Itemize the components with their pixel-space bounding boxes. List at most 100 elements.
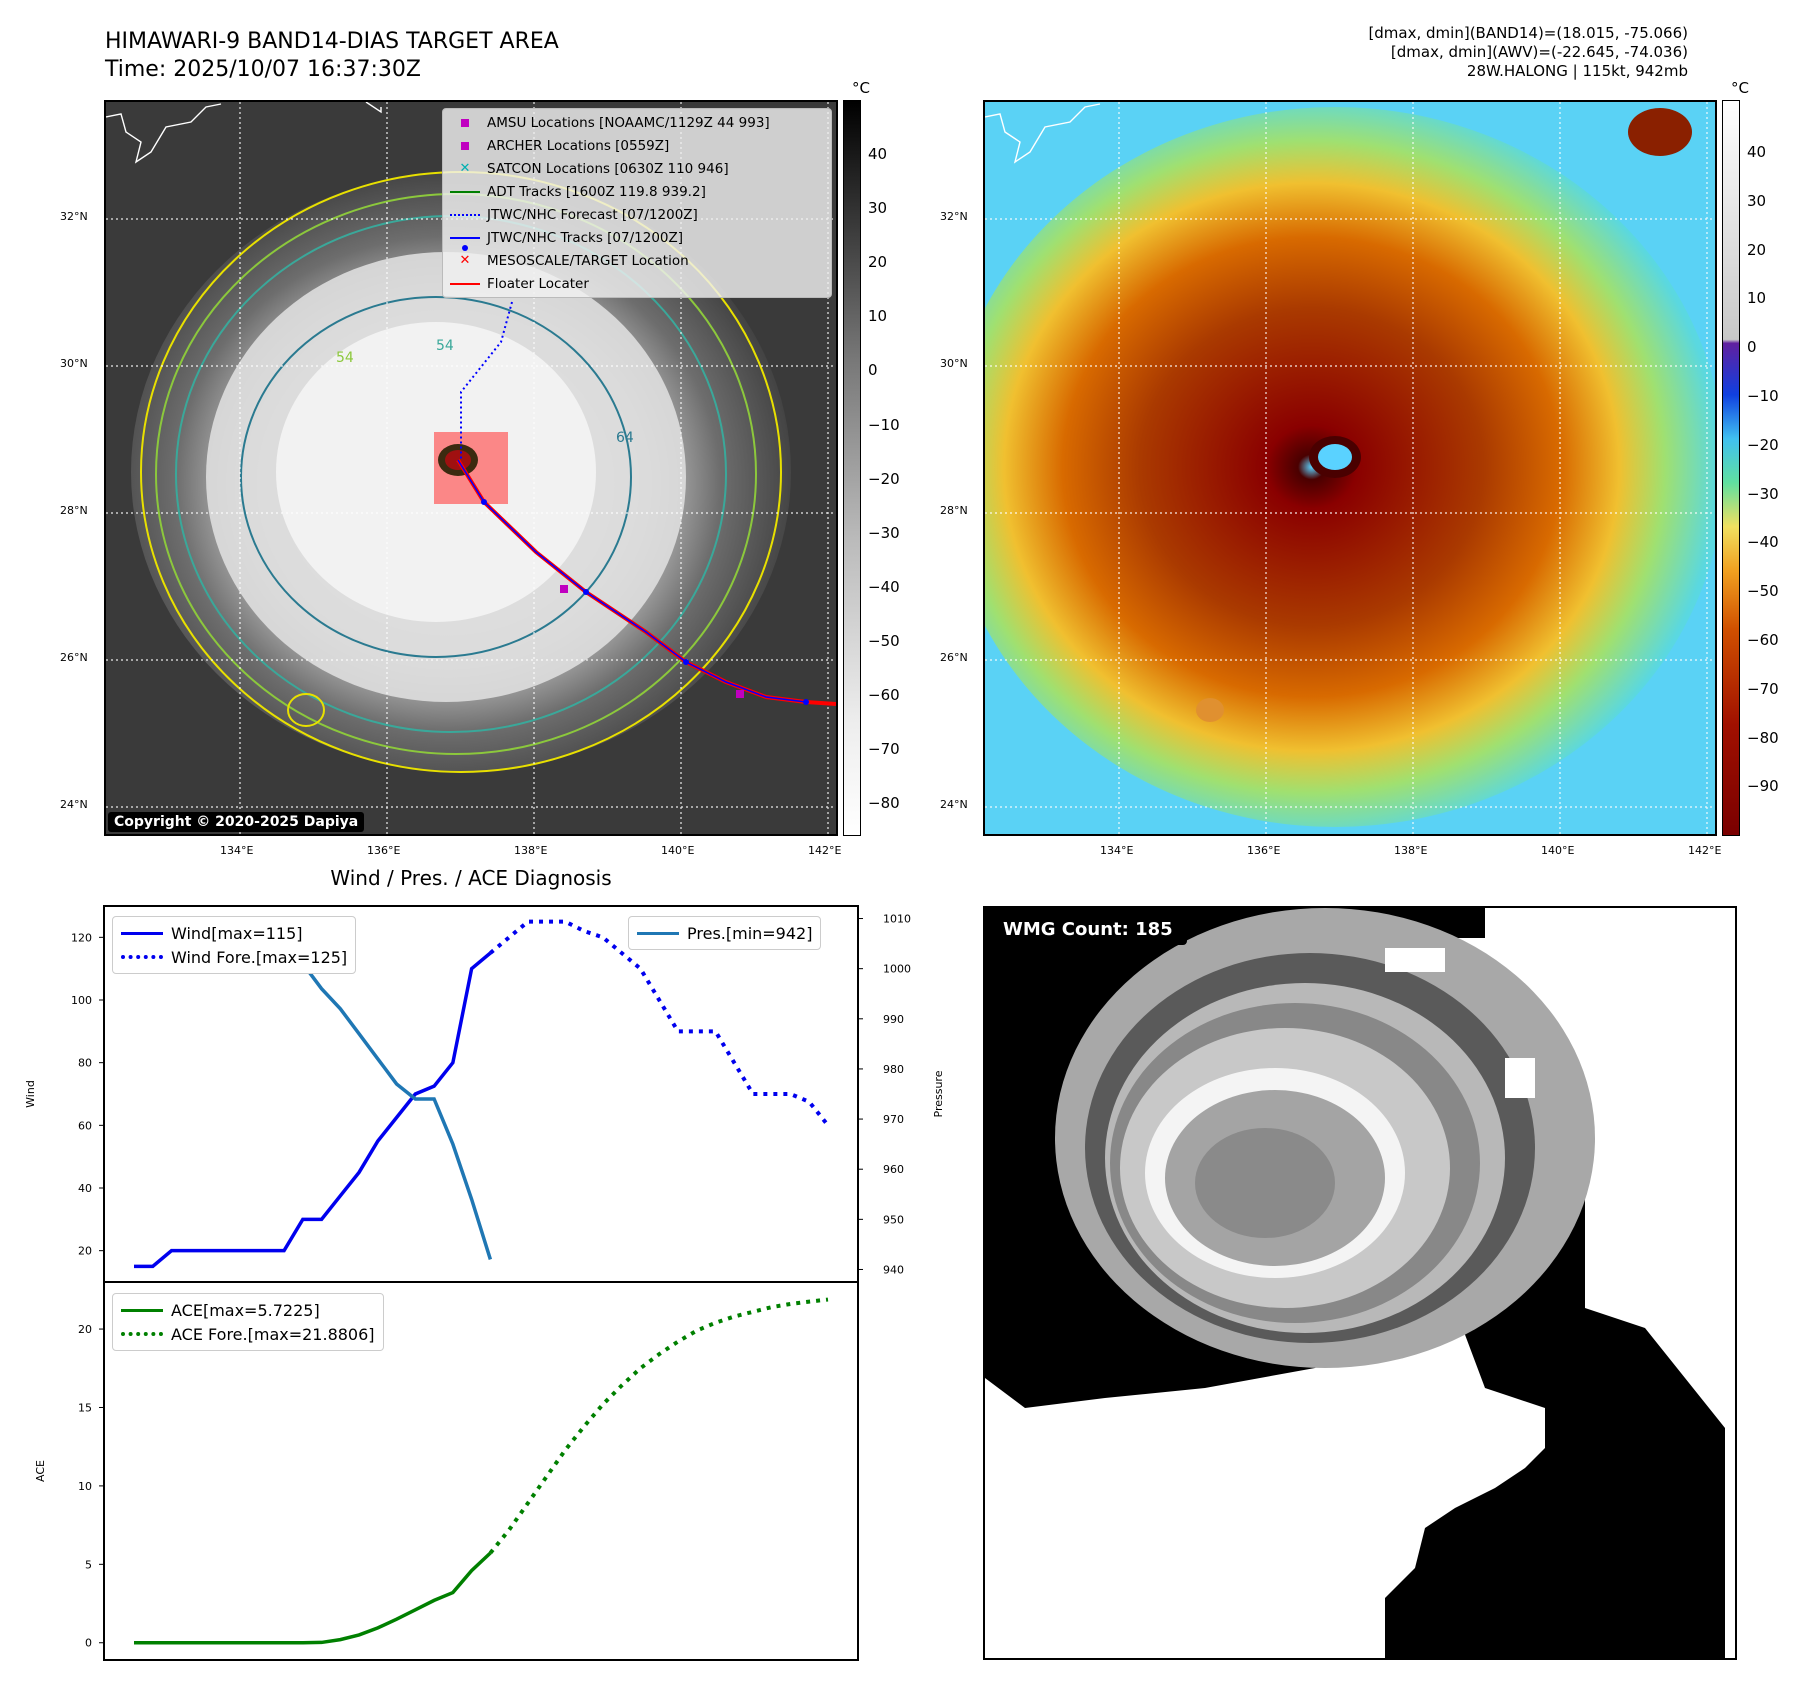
colorbar-tick-label: 10 [1747, 289, 1767, 308]
colorbar-tick-label: −60 [1747, 631, 1779, 649]
colorbar-tick-label: −20 [868, 469, 900, 488]
colorbar-tick-label: 20 [1747, 240, 1767, 259]
legend-item-jtwc-tracks: JTWC/NHC Tracks [07/1200Z] [443, 226, 831, 251]
y2-tick-label: 980 [883, 1063, 904, 1076]
legend-ace-forecast: ACE Fore.[max=21.8806] [121, 1322, 375, 1346]
y-axis-label-wind: Wind [24, 1080, 37, 1108]
colorbar-tick-label: 40 [868, 145, 888, 163]
info-band14: [dmax, dmin](BAND14)=(18.015, -75.066) [1368, 24, 1688, 42]
colorbar-tick-label: −70 [868, 740, 900, 759]
lat-label: 24°N [940, 798, 968, 811]
line-dot-icon [450, 236, 480, 239]
colorbar-tick-label: 40 [1747, 143, 1767, 161]
lon-label: 140°E [1541, 844, 1575, 857]
legend-item-mesoscale: ✕ MESOSCALE/TARGET Location [459, 252, 689, 269]
lon-label: 134°E [1100, 844, 1134, 857]
legend-item-amsu: AMSU Locations [NOAAMC/1129Z 44 993] [443, 111, 831, 134]
lon-label: 134°E [220, 844, 254, 857]
line-icon [637, 931, 679, 935]
x-icon: ✕ [459, 161, 471, 176]
y-axis-label-pressure: Pressure [932, 1070, 945, 1117]
dotted-line-icon [121, 1332, 163, 1336]
legend-item-archer: ARCHER Locations [0559Z] [443, 134, 831, 157]
legend-item-jtwc-forecast: JTWC/NHC Forecast [07/1200Z] [443, 203, 831, 226]
colorbar-tick-label: −20 [1747, 435, 1779, 454]
colorbar-tick-label: −90 [1747, 777, 1779, 796]
wind-series-line [134, 951, 492, 1269]
chart-title: HIMAWARI-9 BAND14-DIAS TARGET AREA [105, 29, 559, 54]
y2-tick-label: 1000 [883, 963, 911, 976]
lat-label: 30°N [60, 357, 88, 370]
lat-label: 24°N [60, 798, 88, 811]
square-icon [461, 141, 469, 150]
wmg-svg [985, 908, 1725, 1658]
line-icon [450, 190, 480, 193]
contour-label-64: 64 [616, 430, 634, 446]
ace-forecast-series-line [488, 1297, 829, 1555]
ace-legend: ACE[max=5.7225] ACE Fore.[max=21.8806] [112, 1293, 384, 1351]
y-axis-label-ace: ACE [34, 1460, 47, 1482]
y2-tick-label: 1010 [883, 913, 911, 926]
gray-colorbar [843, 100, 861, 836]
legend-item-floater: Floater Locater [443, 272, 831, 295]
colorbar-unit: °C [852, 79, 870, 97]
colorbar-tick-label: 0 [868, 361, 878, 380]
map-legend: AMSU Locations [NOAAMC/1129Z 44 993] ARC… [442, 108, 832, 298]
y-tick-label: 5 [85, 1558, 92, 1571]
y-tick-label: 20 [78, 1245, 92, 1258]
lon-label: 140°E [661, 844, 695, 857]
colorbar-tick-label: 10 [868, 307, 888, 326]
y-tick-label: 60 [78, 1119, 92, 1132]
wind-legend: Wind[max=115] Wind Fore.[max=125] [112, 916, 357, 974]
pressure-legend: Pres.[min=942] [628, 916, 822, 950]
dotted-line-icon [121, 955, 163, 959]
y-tick-label: 15 [78, 1401, 92, 1414]
colorbar-tick-label: −30 [1747, 484, 1779, 503]
colorbar-tick-label: 30 [1747, 191, 1767, 210]
legend-ace: ACE[max=5.7225] [121, 1298, 375, 1322]
dotted-line-icon [450, 213, 480, 216]
legend-pressure: Pres.[min=942] [637, 921, 812, 945]
y2-tick-label: 950 [883, 1213, 904, 1226]
y2-tick-label: 990 [883, 1013, 904, 1026]
colorbar-tick-label: 30 [868, 199, 888, 218]
diagnosis-chart: 1201008060402010101000990980970960950940… [24, 905, 945, 1661]
colorbar-tick-label: 20 [868, 253, 888, 272]
lat-label: 26°N [940, 651, 968, 664]
lon-label: 138°E [514, 844, 548, 857]
y-tick-label: 120 [71, 931, 92, 944]
lon-label: 142°E [1688, 844, 1722, 857]
jtwc-forecast-track [460, 301, 513, 460]
legend-item-satcon: ✕ SATCON Locations [0630Z 110 946] [459, 160, 729, 177]
colorbar-tick-label: −10 [1747, 387, 1779, 405]
lat-label: 28°N [940, 504, 968, 517]
y2-tick-label: 940 [883, 1263, 904, 1276]
y2-tick-label: 960 [883, 1163, 904, 1176]
lat-label: 30°N [940, 357, 968, 370]
line-icon [121, 931, 163, 935]
y-tick-label: 40 [78, 1182, 92, 1195]
color-map-svg [985, 102, 1715, 834]
diagnosis-title: Wind / Pres. / ACE Diagnosis [330, 866, 612, 890]
ace-series-line [134, 1551, 492, 1645]
line-icon [450, 282, 480, 285]
colorbar-tick-label: 0 [1747, 338, 1757, 357]
lat-label: 32°N [60, 210, 88, 223]
legend-wind-forecast: Wind Fore.[max=125] [121, 945, 347, 969]
colorbar-tick-label: −60 [868, 686, 900, 704]
y2-tick-label: 970 [883, 1113, 904, 1126]
y-tick-label: 80 [78, 1057, 92, 1070]
info-awv: [dmax, dmin](AWV)=(-22.645, -74.036) [1390, 43, 1688, 61]
lat-label: 28°N [60, 504, 88, 517]
ir-grayscale-map: 54 64 54 [104, 100, 838, 836]
colorbar-tick-label: −10 [868, 415, 900, 434]
wind-forecast-series-line [489, 919, 830, 1127]
ir-color-map [983, 100, 1717, 836]
colorbar-tick-label: −40 [868, 577, 900, 596]
y-tick-label: 10 [78, 1480, 92, 1493]
x-icon: ✕ [459, 253, 471, 268]
color-colorbar [1722, 100, 1740, 836]
lat-label: 32°N [940, 210, 968, 223]
lat-label: 26°N [60, 651, 88, 664]
jtwc-track [457, 459, 807, 703]
